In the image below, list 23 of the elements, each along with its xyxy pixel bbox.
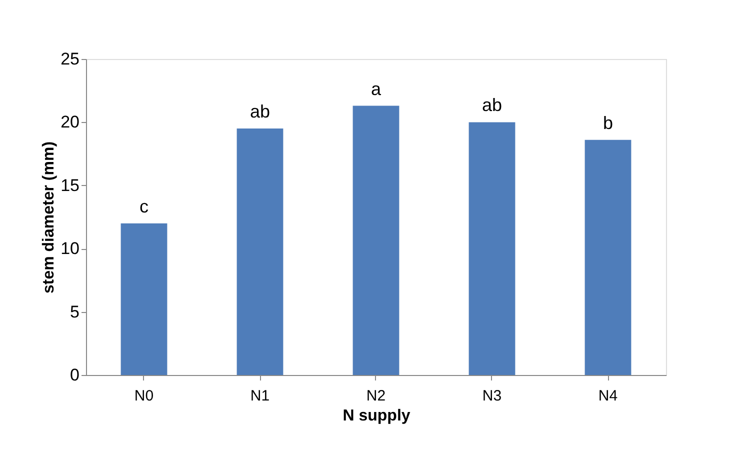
annotation: c xyxy=(140,196,148,216)
y-tick-label: 5 xyxy=(70,302,80,322)
bar xyxy=(584,140,632,375)
bar xyxy=(352,106,400,375)
x-tick-label: N1 xyxy=(250,388,270,404)
y-tick-label: 15 xyxy=(60,176,80,195)
bar xyxy=(236,128,284,375)
annotation: ab xyxy=(250,102,270,122)
y-axis-title: stem diameter (mm) xyxy=(40,141,58,294)
annotation: b xyxy=(602,112,614,133)
y-tick-label: 25 xyxy=(60,50,80,68)
annotation: ab xyxy=(482,95,502,116)
y-tick-label: 0 xyxy=(70,366,80,384)
y-tick-label: 10 xyxy=(60,239,80,258)
x-tick-label: N4 xyxy=(598,388,618,404)
x-tick-label: N2 xyxy=(366,388,386,404)
x-tick-label: N3 xyxy=(482,388,502,404)
bar xyxy=(468,122,516,375)
x-tick-label: N0 xyxy=(134,388,154,404)
y-tick-label: 20 xyxy=(60,112,80,132)
x-axis-title: N supply xyxy=(342,408,410,424)
annotation: a xyxy=(370,78,382,99)
bar xyxy=(120,223,168,375)
